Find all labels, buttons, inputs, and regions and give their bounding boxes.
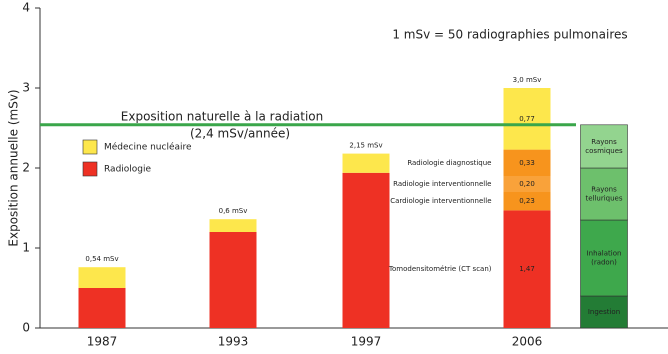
value-label: 0,77 bbox=[519, 115, 535, 123]
subtitle: 1 mSv = 50 radiographies pulmonaires bbox=[392, 28, 627, 42]
total-label: 0,54 mSv bbox=[85, 255, 118, 263]
bar-segment bbox=[503, 176, 551, 192]
bar-segment bbox=[503, 210, 551, 328]
segment-label: Ingestion bbox=[588, 308, 620, 316]
bar-segment bbox=[580, 219, 628, 297]
x-tick-label: 1997 bbox=[351, 335, 382, 349]
bar-segment bbox=[78, 288, 126, 328]
y-tick-label: 4 bbox=[22, 1, 30, 15]
bar-segment bbox=[503, 149, 551, 176]
y-tick-label: 0 bbox=[22, 321, 30, 335]
value-label: 0,33 bbox=[519, 159, 535, 167]
bar-segment bbox=[580, 124, 628, 169]
segment-label: Cardiologie interventionnelle bbox=[390, 197, 491, 205]
bar-segment bbox=[503, 88, 551, 150]
legend-label: Médecine nucléaire bbox=[104, 142, 192, 153]
segment-label: Radiologie diagnostique bbox=[407, 159, 491, 167]
y-axis-title: Exposition annuelle (mSv) bbox=[7, 89, 21, 246]
segment-label: Inhalation (radon) bbox=[587, 250, 622, 267]
bar-segment bbox=[78, 267, 126, 288]
bar-segment bbox=[342, 172, 390, 328]
total-label: 0,6 mSv bbox=[219, 207, 248, 215]
bar-segment bbox=[209, 219, 257, 232]
legend-swatch bbox=[82, 139, 98, 155]
bar-segment bbox=[580, 167, 628, 221]
bar-segment bbox=[580, 295, 628, 329]
y-tick-label: 2 bbox=[22, 161, 30, 175]
reference-label: Exposition naturelle à la radiation bbox=[121, 110, 323, 124]
value-label: 0,23 bbox=[519, 197, 535, 205]
total-label: 2,15 mSv bbox=[349, 142, 382, 150]
bar-segment bbox=[209, 232, 257, 328]
segment-label: Radiologie interventionnelle bbox=[393, 180, 491, 188]
value-label: 1,47 bbox=[519, 265, 535, 273]
segment-label: Rayons telluriques bbox=[585, 186, 622, 203]
legend-swatch bbox=[82, 161, 98, 177]
reference-sublabel: (2,4 mSv/année) bbox=[190, 127, 290, 141]
bar-segment bbox=[503, 192, 551, 211]
y-tick-label: 1 bbox=[22, 241, 30, 255]
x-tick-label: 1993 bbox=[218, 335, 249, 349]
total-label: 3,0 mSv bbox=[513, 76, 542, 84]
y-tick-label: 3 bbox=[22, 81, 30, 95]
bar-segment bbox=[342, 153, 390, 173]
segment-label: Tomodensitométrie (CT scan) bbox=[388, 265, 492, 273]
value-label: 0,20 bbox=[519, 180, 535, 188]
segment-label: Rayons cosmiques bbox=[585, 138, 623, 155]
x-tick-label: 1987 bbox=[87, 335, 118, 349]
legend-label: Radiologie bbox=[104, 165, 152, 175]
x-tick-label: 2006 bbox=[512, 335, 543, 349]
